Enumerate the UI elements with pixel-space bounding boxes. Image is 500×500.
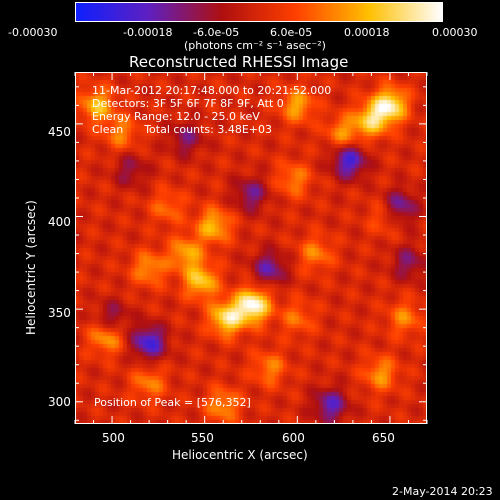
plot-frame: [75, 72, 427, 424]
footer-date: 2-May-2014 20:23: [392, 485, 493, 498]
x-tick-label: 650: [372, 431, 395, 445]
x-tick-label: 600: [282, 431, 305, 445]
colorbar-tick-label: 0.00018: [344, 26, 390, 39]
x-tick-label: 500: [102, 431, 125, 445]
y-tick-label: 450: [48, 125, 71, 139]
detectors-annotation: Detectors: 3F 5F 6F 7F 8F 9F, Att 0: [92, 97, 284, 110]
colorbar-tick-label: -0.00030: [8, 26, 58, 39]
x-axis-label: Heliocentric X (arcsec): [172, 448, 308, 462]
chart-title: Reconstructed RHESSI Image: [129, 53, 349, 71]
y-axis-label: Heliocentric Y (arcsec): [24, 200, 38, 335]
colorbar-tick-label: 0.00030: [432, 26, 478, 39]
colorbar-tick-label: -0.00018: [123, 26, 173, 39]
clean-counts-annotation: Clean Total counts: 3.48E+03: [92, 123, 273, 136]
time-range-annotation: 11-Mar-2012 20:17:48.000 to 20:21:52.000: [92, 84, 332, 97]
y-tick-label: 350: [48, 306, 71, 320]
colorbar-unit-label: (photons cm⁻² s⁻¹ asec⁻²): [184, 39, 326, 52]
colorbar-tick-label: 6.0e-05: [270, 26, 313, 39]
x-tick-label: 550: [191, 431, 214, 445]
heatmap-image: [75, 72, 427, 424]
colorbar-tick-label: -6.0e-05: [193, 26, 240, 39]
y-tick-label: 300: [48, 395, 71, 409]
y-tick-label: 400: [48, 215, 71, 229]
colorbar: [75, 2, 443, 22]
energy-range-annotation: Energy Range: 12.0 - 25.0 keV: [92, 110, 260, 123]
peak-position-annotation: Position of Peak = [576,352]: [94, 396, 251, 409]
